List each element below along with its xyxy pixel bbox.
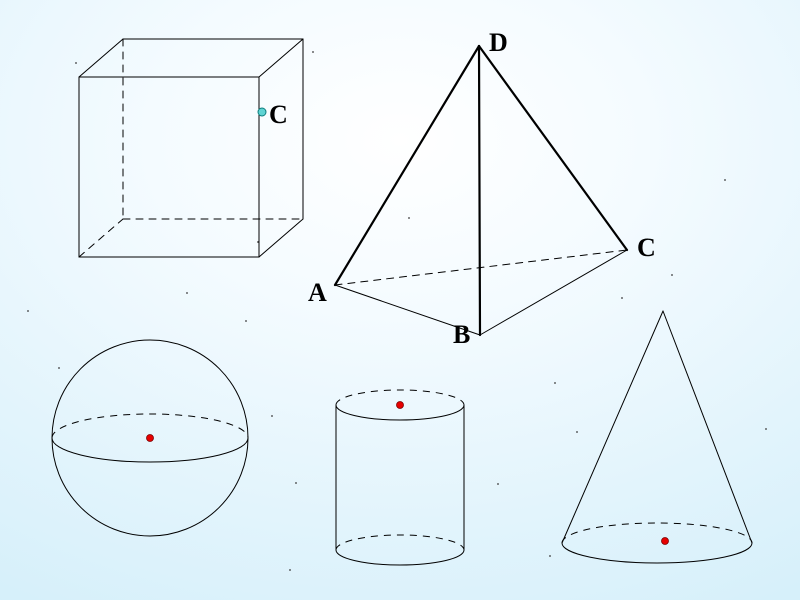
geometry-diagram [0, 0, 800, 600]
label-tetra-c: C [637, 233, 656, 263]
label-tetra-a: A [308, 278, 327, 308]
label-cube-c: C [269, 100, 288, 130]
label-tetra-b: B [453, 320, 470, 350]
label-tetra-d: D [489, 28, 508, 58]
